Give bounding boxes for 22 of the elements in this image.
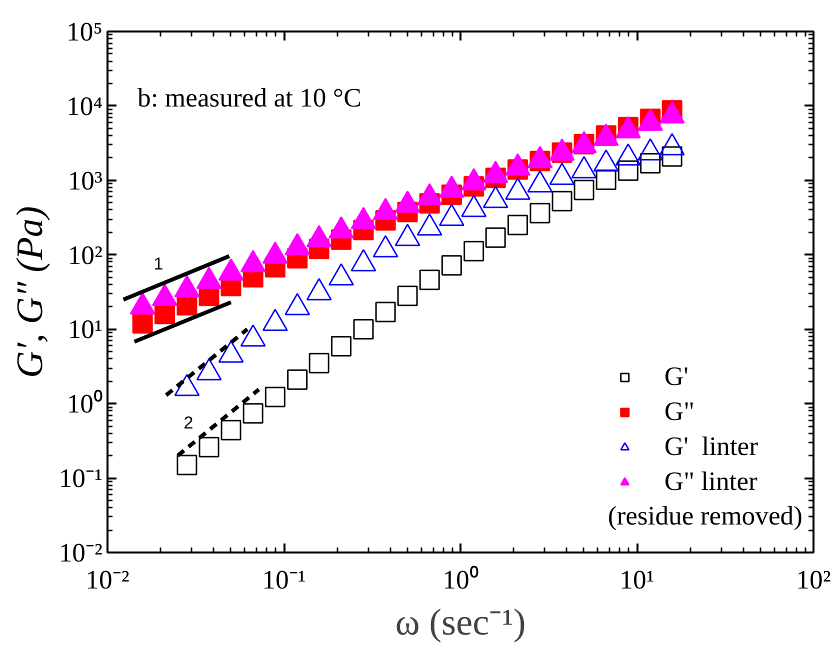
y-tick-label: 10¹: [68, 314, 103, 344]
legend-label: G": [664, 396, 694, 427]
y-tick-label: 10⁻²: [58, 538, 103, 568]
legend-label: G': [664, 361, 688, 392]
legend-label: G" linter: [664, 466, 758, 497]
annotation: 2: [184, 412, 194, 432]
legend-label: G' linter: [664, 431, 758, 462]
x-tick-label: 10⁻¹: [262, 564, 306, 594]
y-tick-label: 10⁴: [66, 90, 103, 121]
y-axis-title: G′, G″ (Pa): [10, 206, 51, 378]
y-tick-label: 10⁵: [66, 16, 103, 46]
annotation: (residue removed): [608, 500, 803, 530]
annotation: 1: [154, 254, 164, 274]
y-tick-label: 10²: [68, 240, 103, 270]
text: b: measured at 10 °C: [138, 82, 362, 112]
x-tick-label: 10⁰: [442, 564, 478, 594]
x-tick-label: 10¹: [620, 564, 654, 594]
x-tick-label: 10²: [796, 564, 831, 594]
x-axis-title: ω (sec⁻¹): [395, 602, 526, 644]
y-tick-label: 10⁰: [66, 388, 102, 419]
y-tick-label: 10³: [68, 165, 103, 196]
y-tick-label: 10⁻¹: [58, 463, 103, 494]
